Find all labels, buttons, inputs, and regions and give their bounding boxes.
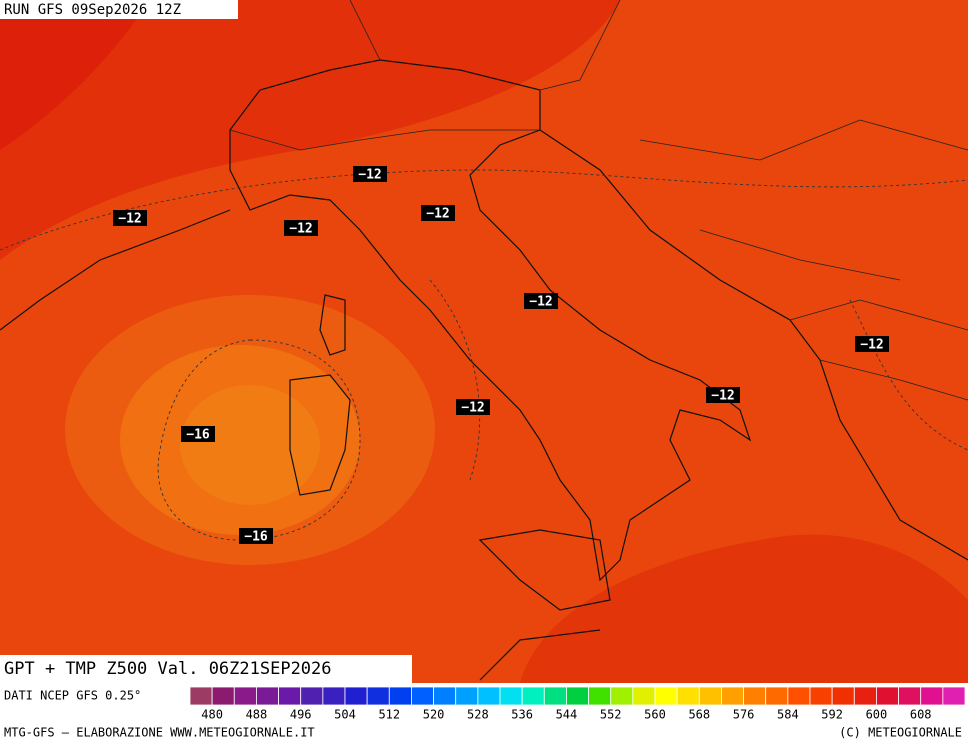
colorbar-label: 608 <box>910 708 932 722</box>
colorbar-swatch <box>211 686 235 706</box>
contour-label: −12 <box>289 222 312 237</box>
colorbar-swatch <box>189 686 213 706</box>
colorbar-label: 600 <box>866 708 888 722</box>
colorbar-swatch <box>477 686 501 706</box>
colorbar-label: 536 <box>511 708 533 722</box>
colorbar-swatch <box>233 686 257 706</box>
contour-label: −12 <box>711 389 734 404</box>
contour-label: −12 <box>358 168 381 183</box>
borders <box>229 0 968 401</box>
colorbar-label: 576 <box>733 708 755 722</box>
colorbar-swatch <box>809 686 833 706</box>
isotherm <box>429 279 968 481</box>
contour-label-box <box>421 205 455 221</box>
colorbar-label: 544 <box>556 708 578 722</box>
colorbar-label: 528 <box>467 708 489 722</box>
contour-label: −12 <box>426 207 449 222</box>
footer-right: (C) METEOGIORNALE <box>839 726 962 740</box>
contour-label: −16 <box>186 428 210 443</box>
colorbar-label: 496 <box>290 708 312 722</box>
colorbar-swatch <box>543 686 567 706</box>
contour-label: −12 <box>529 295 552 310</box>
colorbar: 480 488 496 504 512 520 528 536 544 552 560 568 576 5… <box>189 686 966 722</box>
footer-left: MTG-GFS — ELABORAZIONE WWW.METEOGIORNALE… <box>4 726 315 740</box>
contour-label-box <box>113 210 147 226</box>
contour-label-box <box>706 387 740 403</box>
contour-label: −12 <box>860 338 883 353</box>
colorbar-swatch <box>942 686 966 706</box>
field-north <box>0 0 620 260</box>
contour-label-box <box>284 220 318 236</box>
contour-label-box <box>855 336 889 352</box>
colorbar-swatch <box>898 686 922 706</box>
colorbar-swatch <box>521 686 545 706</box>
contour-label-box <box>181 426 215 442</box>
coastline-italy <box>229 59 752 582</box>
colorbar-swatch <box>300 686 324 706</box>
colorbar-swatch <box>455 686 479 706</box>
colorbar-swatch <box>610 686 634 706</box>
isotherm <box>0 169 968 251</box>
colorbar-swatch <box>388 686 412 706</box>
colorbar-swatch <box>853 686 877 706</box>
colorbar-swatch <box>721 686 744 706</box>
colorbar-swatch <box>322 686 346 706</box>
colorbar-swatch <box>831 686 855 706</box>
colorbar-label: 584 <box>777 708 799 722</box>
field-northwest <box>0 0 150 150</box>
coastline-corsica <box>319 294 346 356</box>
colorbar-label: 520 <box>423 708 445 722</box>
contour-label-box <box>524 293 558 309</box>
colorbar-label: 512 <box>378 708 400 722</box>
run-label-box <box>0 0 238 19</box>
source-note: DATI NCEP GFS 0.25° <box>4 689 141 703</box>
colorbar-label: 488 <box>246 708 268 722</box>
colorbar-swatch <box>256 686 279 706</box>
run-label: RUN GFS 09Sep2026 12Z <box>4 2 181 18</box>
product-title: GPT + TMP Z500 Val. 06Z21SEP2026 <box>4 659 332 679</box>
contour-labels: −12 −12 −12 −12 −12 −12 −12 −12 −16 −16 <box>113 166 889 545</box>
colorbar-label: 568 <box>688 708 710 722</box>
colorbar-label: 560 <box>644 708 666 722</box>
title-box <box>0 655 412 683</box>
colorbar-swatch <box>676 686 700 706</box>
colorbar-swatch <box>433 686 457 706</box>
field-southeast <box>520 534 968 683</box>
colorbar-swatch <box>411 686 434 706</box>
colorbar-swatch <box>787 686 811 706</box>
colorbar-swatch <box>566 686 589 706</box>
colorbar-swatch <box>765 686 789 706</box>
colorbar-swatch <box>654 686 678 706</box>
contour-label: −12 <box>118 212 141 227</box>
coastline-africa <box>479 629 601 681</box>
coastline-france <box>0 209 231 331</box>
contour-label-box <box>239 528 273 544</box>
colorbar-swatch <box>366 686 390 706</box>
contour-label-box <box>456 399 490 415</box>
colorbar-swatch <box>588 686 612 706</box>
coastline-sardinia <box>289 374 351 496</box>
map <box>0 0 968 683</box>
contour-label-box <box>353 166 387 182</box>
contour-label: −12 <box>461 401 484 416</box>
colorbar-swatch <box>344 686 368 706</box>
colorbar-swatch <box>632 686 656 706</box>
colorbar-label: 504 <box>334 708 356 722</box>
colorbar-swatch <box>920 686 944 706</box>
contour-label: −16 <box>244 530 268 545</box>
colorbar-label: 480 <box>201 708 223 722</box>
colorbar-swatch <box>499 686 523 706</box>
colorbar-swatch <box>278 686 302 706</box>
coastline-sicily <box>478 529 611 611</box>
colorbar-swatch <box>743 686 767 706</box>
coastline-balkans <box>539 129 968 561</box>
colorbar-label: 552 <box>600 708 622 722</box>
colorbar-swatch <box>698 686 722 706</box>
colorbar-swatch <box>876 686 899 706</box>
field-low-core <box>180 385 320 505</box>
colorbar-label: 592 <box>821 708 843 722</box>
